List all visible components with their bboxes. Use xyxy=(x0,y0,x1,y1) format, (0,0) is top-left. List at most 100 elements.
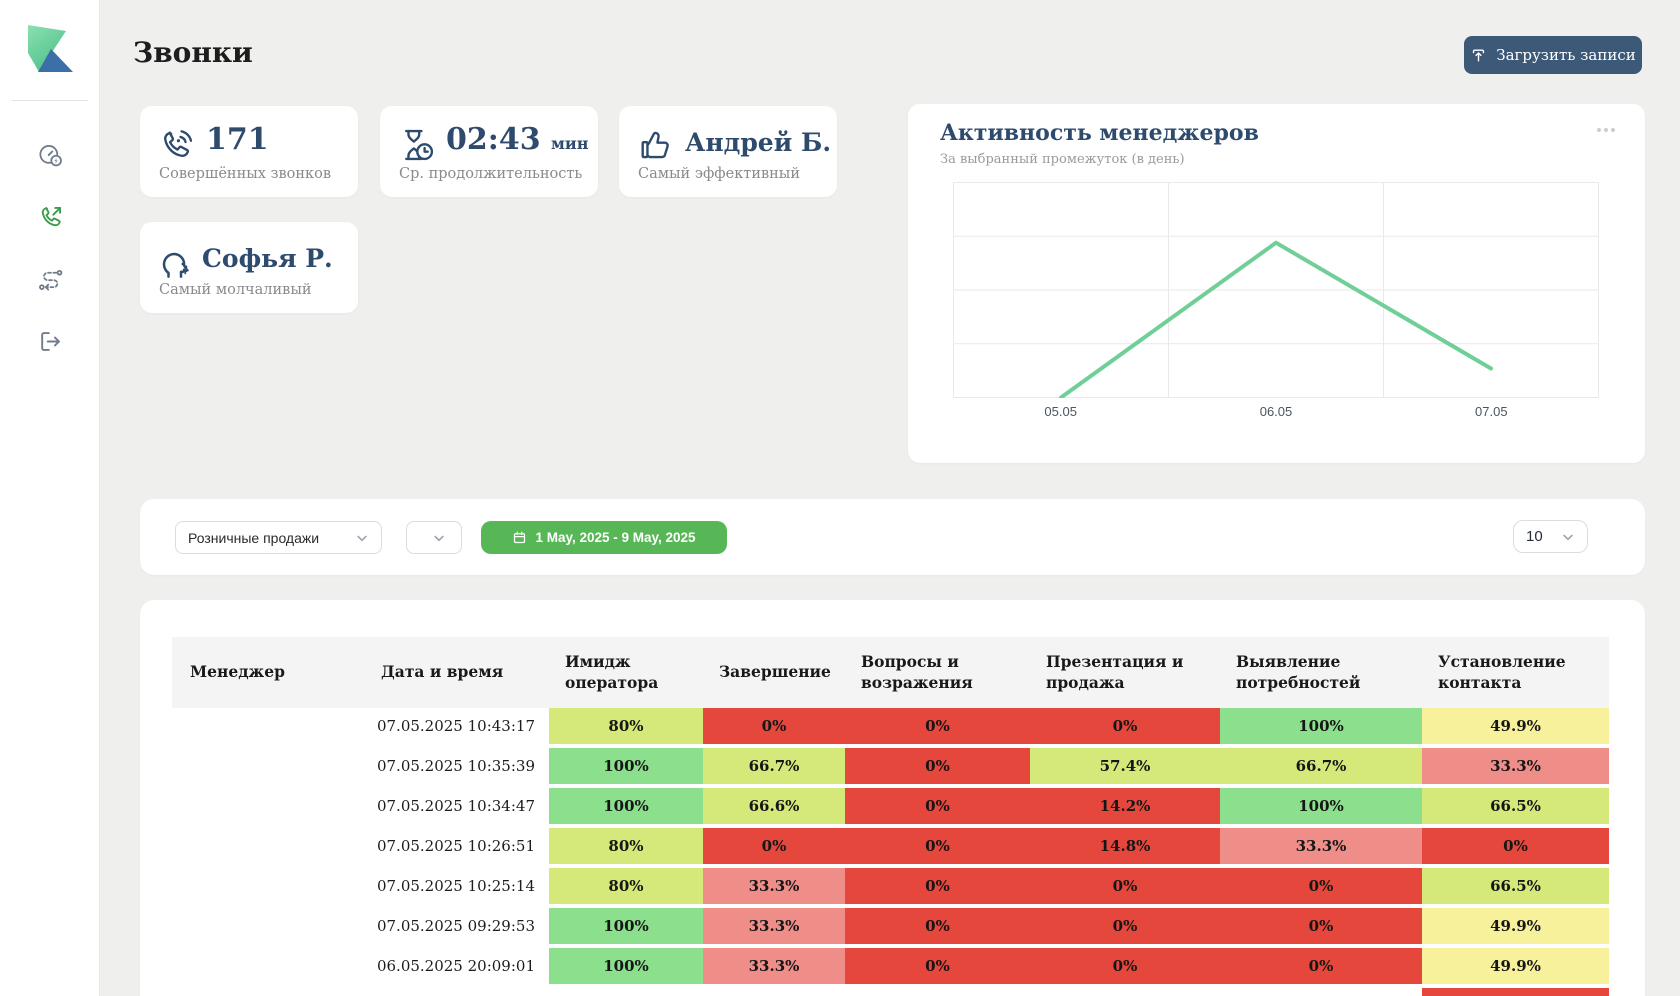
metric-cell: 0% xyxy=(1422,828,1609,864)
metric-cell: 0% xyxy=(1030,708,1220,744)
datetime-cell: 07.05.2025 10:43:17 xyxy=(376,717,535,735)
metric-cell: 100% xyxy=(549,948,703,984)
metric-cell: 100% xyxy=(1220,708,1422,744)
metric-cell: 66.7% xyxy=(1220,748,1422,784)
metric-cell: 0% xyxy=(845,908,1030,944)
stat-value: Софья Р. xyxy=(202,244,333,273)
stat-value: 171 xyxy=(206,122,269,157)
table-body: 07.05.2025 10:43:17 80% 0% 0% 0% 100% 49.9% 07.… xyxy=(172,708,1609,996)
metric-cell: 0% xyxy=(845,748,1030,784)
metric-cell: 33.3% xyxy=(1422,748,1609,784)
metric-cell: 0% xyxy=(1220,868,1422,904)
metric-cell: 0% xyxy=(1220,908,1422,944)
secondary-select[interactable] xyxy=(406,521,462,554)
hourglass-clock-icon xyxy=(398,126,436,168)
metric-cell: 0% xyxy=(1220,948,1422,984)
metric-cell: 100% xyxy=(549,788,703,824)
sidebar-item-logout[interactable] xyxy=(0,304,100,366)
metric-cell: 14.8% xyxy=(1030,828,1220,864)
x-tick-label: 07.05 xyxy=(1475,404,1508,419)
sidebar-divider xyxy=(12,100,88,101)
table-row-partial[interactable] xyxy=(172,988,1609,996)
chart-title: Активность менеджеров xyxy=(940,120,1259,146)
page-size-value: 10 xyxy=(1526,528,1543,545)
metric-cell: 80% xyxy=(549,708,703,744)
table-row[interactable]: 07.05.2025 10:35:39 100% 66.7% 0% 57.4% 66.7%… xyxy=(172,748,1609,784)
table-row[interactable]: 07.05.2025 10:43:17 80% 0% 0% 0% 100% 49.9% xyxy=(172,708,1609,744)
date-range-button[interactable]: 1 May, 2025 - 9 May, 2025 xyxy=(481,521,727,554)
manager-cell xyxy=(172,828,365,864)
sidebar-item-dashboard[interactable] xyxy=(0,118,100,180)
department-select-value: Розничные продажи xyxy=(188,529,320,546)
sidebar-item-calls[interactable] xyxy=(0,180,100,242)
column-header: Выявление потребностей xyxy=(1236,652,1361,692)
metric-cell: 100% xyxy=(1220,788,1422,824)
manager-cell xyxy=(172,708,365,744)
manager-cell xyxy=(172,908,365,944)
metric-cell: 0% xyxy=(703,828,845,864)
table-row[interactable]: 07.05.2025 09:29:53 100% 33.3% 0% 0% 0% 49.9% xyxy=(172,908,1609,944)
metric-cell: 49.9% xyxy=(1422,948,1609,984)
metric-cell: 0% xyxy=(1030,868,1220,904)
metric-cell xyxy=(1220,988,1422,996)
column-header: Презентация и продажа xyxy=(1046,652,1184,692)
metric-cell: 0% xyxy=(845,868,1030,904)
x-tick-label: 06.05 xyxy=(1259,404,1293,419)
filter-bar: Розничные продажи 1 May, 2025 - 9 May, 2… xyxy=(140,499,1645,575)
metric-cell: 0% xyxy=(845,788,1030,824)
sidebar-item-script-flow[interactable] xyxy=(0,242,100,304)
date-range-label: 1 May, 2025 - 9 May, 2025 xyxy=(535,530,696,545)
chart-x-axis-labels: 05.05 06.05 07.05 xyxy=(953,404,1599,419)
datetime-cell: 07.05.2025 10:25:14 xyxy=(376,877,535,895)
calls-table: Менеджер Дата и время Имидж оператора Завер… xyxy=(172,637,1609,996)
phone-outgoing-icon xyxy=(41,206,61,227)
page-size-select[interactable]: 10 xyxy=(1513,520,1588,553)
datetime-cell: 07.05.2025 10:34:47 xyxy=(376,797,535,815)
datetime-cell: 06.05.2025 20:09:01 xyxy=(376,957,535,975)
upload-records-button[interactable]: Загрузить записи xyxy=(1464,36,1642,74)
metric-cell xyxy=(1030,988,1220,996)
column-header: Имидж оператора xyxy=(565,652,659,692)
app-logo[interactable] xyxy=(24,22,76,74)
metric-cell: 33.3% xyxy=(703,948,845,984)
datetime-cell: 07.05.2025 09:29:53 xyxy=(376,917,535,935)
stat-label: Совершённых звонков xyxy=(159,166,331,182)
metric-cell: 0% xyxy=(845,948,1030,984)
table-row[interactable]: 06.05.2025 20:09:01 100% 33.3% 0% 0% 0% 49.9% xyxy=(172,948,1609,984)
department-select[interactable]: Розничные продажи xyxy=(175,521,382,554)
table-row[interactable]: 07.05.2025 10:26:51 80% 0% 0% 14.8% 33.3% 0% xyxy=(172,828,1609,864)
column-header: Установление контакта xyxy=(1438,652,1566,692)
stat-card-most-silent: Софья Р. Самый молчаливый xyxy=(140,222,358,313)
column-header: Менеджер xyxy=(190,662,285,682)
manager-cell xyxy=(172,948,365,984)
calls-table-panel: Менеджер Дата и время Имидж оператора Завер… xyxy=(140,600,1645,996)
datetime-cell: 07.05.2025 10:35:39 xyxy=(376,757,535,775)
metric-cell: 80% xyxy=(549,828,703,864)
stat-card-calls-made: 171 Совершённых звонков xyxy=(140,106,358,197)
metric-cell: 0% xyxy=(845,828,1030,864)
metric-cell xyxy=(1422,988,1609,996)
chart-subtitle: За выбранный промежуток (в день) xyxy=(940,152,1185,167)
table-row[interactable]: 07.05.2025 10:25:14 80% 33.3% 0% 0% 0% 66.5% xyxy=(172,868,1609,904)
stat-card-avg-duration: 02:43 мин Ср. продолжительность xyxy=(380,106,598,197)
column-header: Завершение xyxy=(719,662,831,682)
metric-cell: 100% xyxy=(549,908,703,944)
upload-button-label: Загрузить записи xyxy=(1496,46,1636,64)
column-header: Вопросы и возражения xyxy=(861,652,973,692)
chevron-down-icon xyxy=(357,535,367,541)
sidebar-nav xyxy=(0,118,100,366)
stat-label: Самый эффективный xyxy=(638,166,801,182)
datetime-cell: 07.05.2025 10:26:51 xyxy=(376,837,535,855)
talking-head-icon xyxy=(158,242,198,286)
metric-cell: 66.5% xyxy=(1422,868,1609,904)
chevron-down-icon xyxy=(1563,534,1573,540)
logout-icon xyxy=(40,332,60,351)
table-row[interactable]: 07.05.2025 10:34:47 100% 66.6% 0% 14.2% 100% 6… xyxy=(172,788,1609,824)
metric-cell xyxy=(845,988,1030,996)
activity-panel: Активность менеджеров За выбранный проме… xyxy=(908,104,1645,463)
metric-cell: 0% xyxy=(1030,948,1220,984)
gauge-icon xyxy=(38,145,62,167)
ellipsis-icon[interactable] xyxy=(1593,124,1619,136)
x-tick-label: 05.05 xyxy=(1044,404,1077,419)
